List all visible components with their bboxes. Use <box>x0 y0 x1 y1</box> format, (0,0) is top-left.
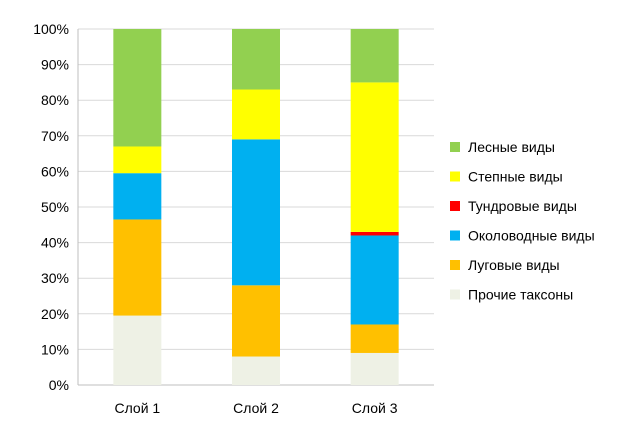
y-tick-label: 80% <box>41 92 69 108</box>
bar-segment <box>350 231 399 236</box>
bar-segment <box>113 219 162 316</box>
bar-segment <box>350 235 399 325</box>
legend-label: Лесные виды <box>468 139 555 155</box>
x-category-label: Слой 2 <box>233 400 279 416</box>
legend-label: Околоводные виды <box>468 228 595 244</box>
x-category-label: Слой 1 <box>114 400 160 416</box>
legend-label: Луговые виды <box>468 257 560 273</box>
bar-segment <box>113 315 162 385</box>
bar-segment <box>350 352 399 385</box>
bar-segment <box>232 29 280 90</box>
legend-swatch <box>450 230 460 241</box>
y-tick-label: 100% <box>33 21 69 37</box>
legend-swatch <box>450 260 460 270</box>
y-tick-label: 20% <box>41 306 69 322</box>
y-tick-label: 50% <box>41 199 69 215</box>
legend-label: Тундровые виды <box>468 198 577 214</box>
bar-segment <box>113 173 162 220</box>
bar-segment <box>232 356 280 385</box>
bar-segment <box>232 89 280 140</box>
y-tick-label: 0% <box>49 377 69 393</box>
bar-segment <box>232 139 280 286</box>
bar-segment <box>350 29 399 83</box>
bar-segment <box>113 29 162 147</box>
bar-segment <box>232 285 280 357</box>
legend-label: Прочие таксоны <box>468 287 573 303</box>
bar-segment <box>350 82 399 232</box>
y-tick-label: 30% <box>41 270 69 286</box>
x-category-label: Слой 3 <box>352 400 398 416</box>
legend-label: Степные виды <box>468 169 563 185</box>
y-tick-label: 90% <box>41 57 69 73</box>
bars-layer <box>113 29 399 385</box>
y-tick-label: 10% <box>41 341 69 357</box>
y-tick-label: 70% <box>41 128 69 144</box>
legend: Лесные виды Степные виды Тундровые виды Око… <box>450 139 595 303</box>
legend-swatch <box>450 171 460 182</box>
legend-swatch <box>450 289 460 300</box>
bar-segment <box>350 324 399 353</box>
legend-swatch <box>450 201 460 211</box>
bar-segment <box>113 146 162 174</box>
category-labels: Слой 1 Слой 2 Слой 3 <box>114 400 397 416</box>
y-tick-label: 40% <box>41 235 69 251</box>
y-tick-label: 60% <box>41 163 69 179</box>
legend-swatch <box>450 142 460 152</box>
